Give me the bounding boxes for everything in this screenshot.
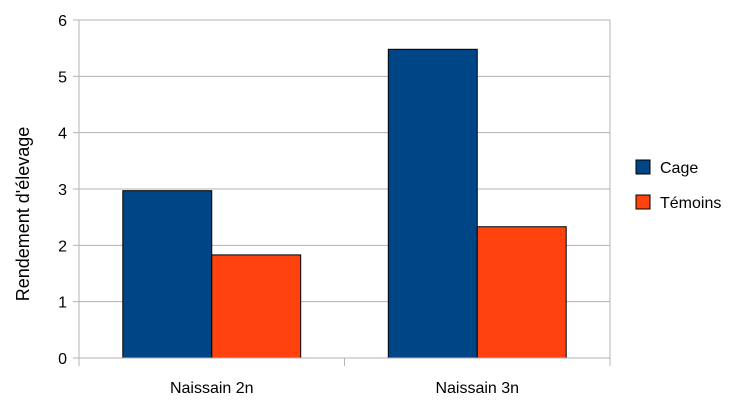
legend-label: Témoins [660, 195, 721, 212]
bar [476, 226, 567, 359]
y-tick-label: 1 [58, 295, 67, 312]
bar [122, 190, 213, 359]
bar [387, 48, 478, 359]
y-tick-label: 6 [58, 13, 67, 30]
y-tick-label: 4 [58, 126, 67, 143]
y-tick-label: 5 [58, 69, 67, 86]
legend-swatch [635, 194, 651, 210]
axes: 0 1 2 3 4 5 6 Naissain 2n Naissain 3n [58, 13, 611, 397]
y-tick-label: 3 [58, 182, 67, 199]
y-tick-label: 2 [58, 238, 67, 255]
y-axis-title: Rendement d'élevage [13, 127, 33, 302]
y-tick-label: 0 [58, 351, 67, 368]
legend-label: Cage [660, 160, 698, 177]
legend: Cage Témoins [635, 159, 721, 212]
x-tick-label: Naissain 3n [435, 380, 519, 397]
bar [211, 254, 302, 359]
bars [122, 48, 567, 359]
legend-swatch [635, 159, 651, 175]
x-tick-label: Naissain 2n [170, 380, 254, 397]
